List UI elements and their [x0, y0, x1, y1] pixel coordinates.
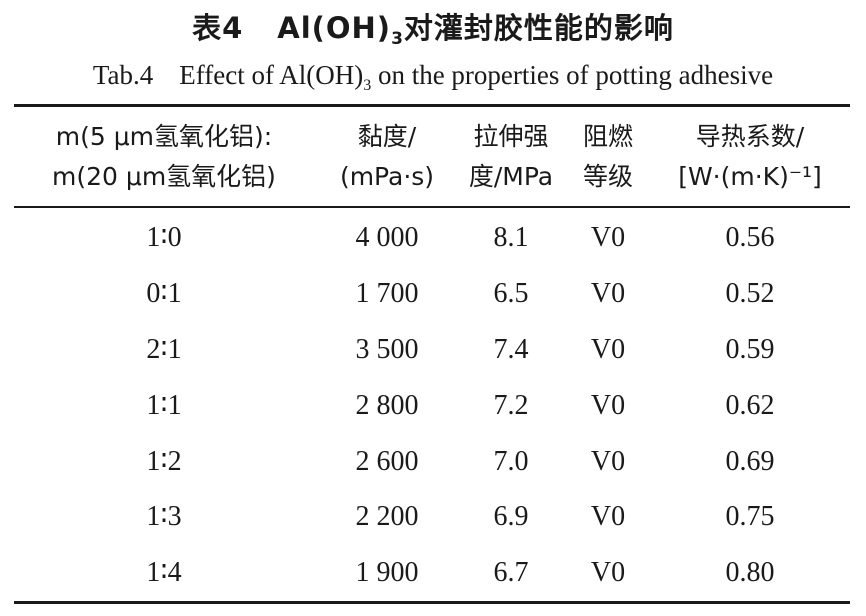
- header-ratio: m(5 μm氢氧化铝): m(20 μm氢氧化铝): [14, 112, 314, 202]
- caption-cn-subscript: 3: [391, 29, 404, 49]
- cell-ratio: 1∶4: [146, 557, 182, 589]
- header-flame-line1: 阻燃: [582, 122, 633, 151]
- table-row: 1∶3 2 200 6.9 V0 0.75: [14, 489, 850, 545]
- table-row: 1∶2 2 600 7.0 V0 0.69: [14, 434, 850, 490]
- header-flame: 阻燃 等级: [566, 112, 650, 202]
- caption-cn-text: 对灌封胶性能的影响: [403, 11, 674, 45]
- caption-en-label: Tab.4: [92, 60, 154, 90]
- table-row: 1∶4 1 900 6.7 V0 0.80: [14, 545, 850, 601]
- cell-tensile: 7.0: [493, 445, 529, 477]
- cell-tensile: 7.4: [493, 333, 529, 365]
- cell-tensile: 6.5: [493, 277, 529, 309]
- cell-tensile: 6.9: [493, 501, 529, 533]
- table-header: m(5 μm氢氧化铝): m(20 μm氢氧化铝) 黏度/ (mPa·s) 拉伸…: [14, 112, 850, 202]
- header-tensile-line2: 度/MPa: [468, 162, 554, 191]
- table-row: 2∶1 3 500 7.4 V0 0.59: [14, 322, 850, 378]
- table-bottom-rule: [14, 601, 850, 604]
- header-viscosity-line2: (mPa·s): [339, 162, 435, 191]
- caption-english: Tab.4 Effect of Al(OH)3 on the properties…: [0, 57, 866, 104]
- cell-viscosity: 3 500: [355, 333, 419, 365]
- cell-conductivity: 0.59: [725, 333, 775, 365]
- table-body: 1∶0 4 000 8.1 V0 0.56 0∶1 1 700 6.5 V0 0…: [14, 210, 850, 601]
- header-conductivity: 导热系数/ [W·(m·K)⁻¹]: [650, 112, 850, 202]
- table-header-rule: [14, 206, 850, 208]
- cell-viscosity: 2 800: [355, 389, 419, 421]
- cell-conductivity: 0.52: [725, 277, 775, 309]
- cell-viscosity: 1 900: [355, 557, 419, 589]
- cell-viscosity: 1 700: [355, 277, 419, 309]
- cell-viscosity: 4 000: [355, 222, 419, 253]
- cell-tensile: 8.1: [493, 222, 529, 253]
- caption-cn-label: 表4: [192, 11, 244, 45]
- cell-conductivity: 0.75: [725, 501, 775, 533]
- header-flame-line2: 等级: [582, 162, 633, 191]
- header-viscosity-line1: 黏度/: [357, 122, 417, 151]
- caption-en-text: on the properties of potting adhesive: [371, 60, 774, 90]
- table-row: 0∶1 1 700 6.5 V0 0.52: [14, 266, 850, 322]
- table-row: 1∶1 2 800 7.2 V0 0.62: [14, 378, 850, 434]
- table-row: 1∶0 4 000 8.1 V0 0.56: [14, 210, 850, 266]
- cell-flame: V0: [590, 222, 626, 253]
- cell-viscosity: 2 600: [355, 445, 419, 477]
- header-tensile-line1: 拉伸强: [473, 122, 549, 151]
- cell-ratio: 0∶1: [146, 277, 182, 309]
- header-tensile: 拉伸强 度/MPa: [456, 112, 566, 202]
- cell-flame: V0: [590, 557, 626, 589]
- header-viscosity: 黏度/ (mPa·s): [318, 112, 456, 202]
- cell-conductivity: 0.69: [725, 445, 775, 477]
- cell-conductivity: 0.80: [725, 557, 775, 589]
- cell-flame: V0: [590, 389, 626, 421]
- cell-flame: V0: [590, 445, 626, 477]
- caption-en-subscript: 3: [363, 77, 372, 94]
- cell-ratio: 2∶1: [146, 333, 182, 365]
- header-ratio-line1: m(5 μm氢氧化铝):: [55, 122, 273, 151]
- header-conductivity-line1: 导热系数/: [695, 122, 805, 151]
- cell-conductivity: 0.62: [725, 389, 775, 421]
- cell-ratio: 1∶2: [146, 445, 182, 477]
- cell-flame: V0: [590, 501, 626, 533]
- cell-flame: V0: [590, 277, 626, 309]
- caption-chinese: 表4 Al(OH)3对灌封胶性能的影响: [0, 8, 866, 59]
- header-conductivity-line2: [W·(m·K)⁻¹]: [678, 162, 822, 191]
- table-top-rule: [14, 104, 850, 107]
- cell-tensile: 7.2: [493, 389, 529, 421]
- cell-viscosity: 2 200: [355, 501, 419, 533]
- caption-en-formula: Effect of Al(OH): [179, 60, 364, 90]
- caption-cn-formula: Al(OH): [277, 11, 392, 45]
- header-ratio-line2: m(20 μm氢氧化铝): [52, 162, 276, 191]
- cell-flame: V0: [590, 333, 626, 365]
- cell-ratio: 1∶3: [146, 501, 182, 533]
- cell-tensile: 6.7: [493, 557, 529, 589]
- cell-ratio: 1∶0: [146, 222, 182, 253]
- cell-ratio: 1∶1: [146, 389, 182, 421]
- cell-conductivity: 0.56: [725, 222, 775, 253]
